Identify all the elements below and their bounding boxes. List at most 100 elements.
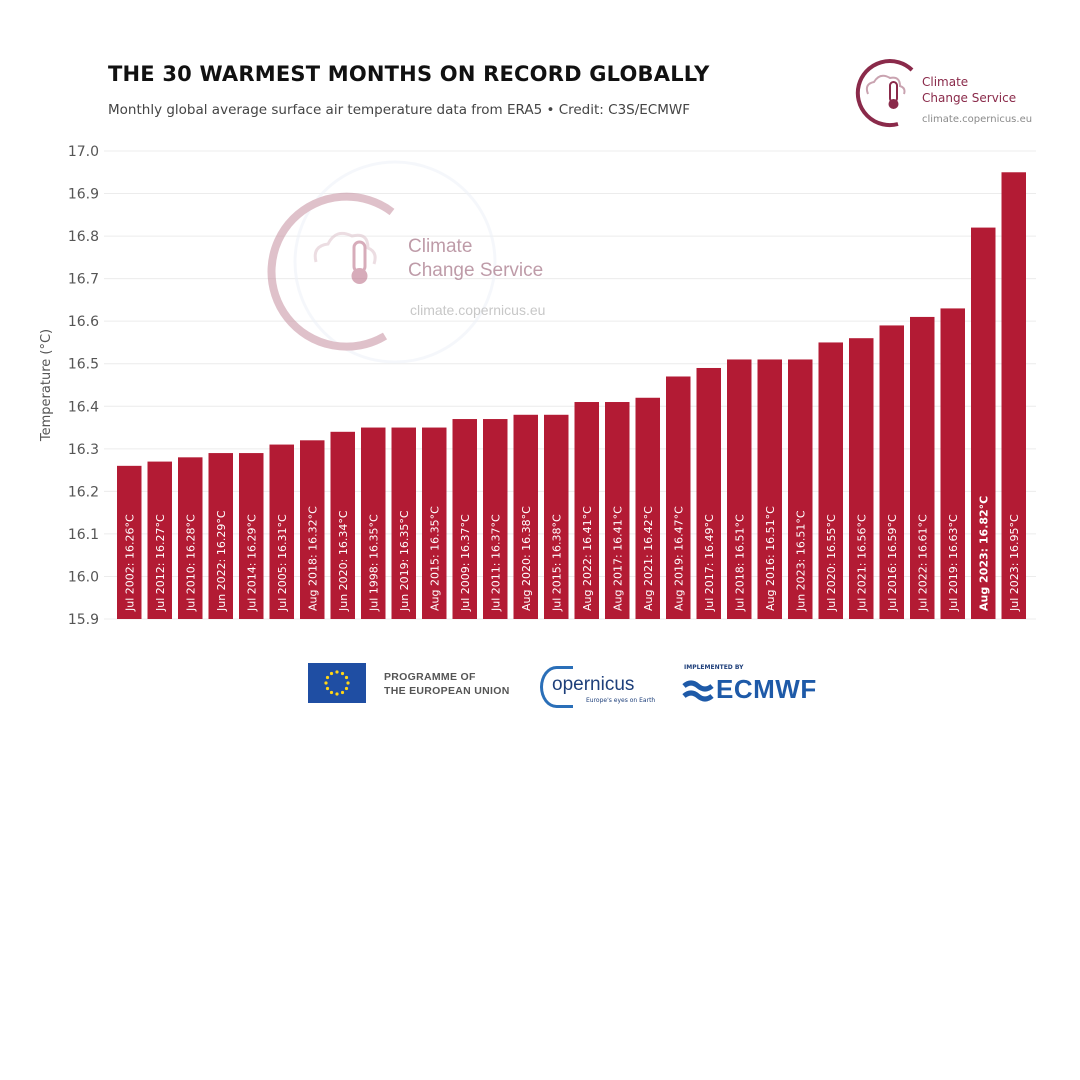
- bar: [818, 342, 843, 619]
- watermark: Climate Change Service climate.copernicu…: [267, 160, 545, 364]
- bar-chart: Climate Change Service climate.copernicu…: [39, 144, 1036, 628]
- bar: [452, 419, 477, 619]
- copernicus-tagline: Europe's eyes on Earth: [586, 697, 656, 704]
- y-tick-label: 16.0: [68, 569, 99, 585]
- eu-line2: THE EUROPEAN UNION: [384, 685, 510, 697]
- bar-label: Jun 2023: 16.51°C: [794, 510, 807, 612]
- bar-label: Jul 2017: 16.49°C: [703, 514, 716, 612]
- watermark-ring: [293, 160, 497, 364]
- bar-label: Jul 2010: 16.28°C: [184, 514, 197, 612]
- bar-label: Jul 2014: 16.29°C: [245, 514, 258, 612]
- thermometer-cloud-icon: [855, 59, 914, 128]
- bar-label: Jul 2012: 16.27°C: [154, 514, 167, 612]
- bar: [757, 359, 782, 619]
- y-tick-label: 16.7: [68, 272, 99, 288]
- bar: [605, 402, 630, 619]
- bar-label: Jul 2019: 16.63°C: [947, 514, 960, 612]
- y-tick-label: 16.8: [68, 229, 99, 245]
- bar: [1001, 172, 1026, 620]
- bars: [117, 172, 1026, 620]
- chart-subtitle: Monthly global average surface air tempe…: [108, 102, 690, 118]
- y-tick-label: 17.0: [68, 144, 99, 160]
- bar: [422, 427, 447, 619]
- ecmwf-logo: IMPLEMENTED BY ECMWF: [682, 664, 852, 708]
- bar-label: Aug 2020: 16.38°C: [520, 506, 533, 611]
- bar: [208, 453, 233, 619]
- watermark-cloud-icon: [313, 231, 377, 265]
- copernicus-logo: opernicus Europe's eyes on Earth: [540, 660, 670, 710]
- ecmwf-wordmark: ECMWF: [716, 674, 817, 704]
- bar: [971, 227, 996, 619]
- footer-logos: PROGRAMME OF THE EUROPEAN UNION opernicu…: [308, 660, 848, 710]
- bar: [391, 427, 416, 619]
- bar-label: Aug 2019: 16.47°C: [672, 506, 685, 611]
- bar-label: Jul 2011: 16.37°C: [489, 514, 502, 612]
- bar: [513, 414, 538, 619]
- bar: [544, 414, 569, 619]
- watermark-name-line2: Change Service: [408, 260, 543, 281]
- copernicus-wordmark: opernicus: [552, 674, 635, 695]
- brand-name: Climate Change Service: [922, 74, 1042, 106]
- climate-change-service-logo: Climate Change Service climate.copernicu…: [850, 56, 1050, 131]
- eu-line1: PROGRAMME OF: [384, 671, 476, 683]
- watermark-thermometer-icon: [352, 240, 367, 274]
- bar-label: Jul 2021: 16.56°C: [855, 514, 868, 612]
- bar: [910, 316, 935, 619]
- y-axis-label: Temperature (°C): [39, 329, 54, 442]
- bar-label: Jul 2009: 16.37°C: [459, 514, 472, 612]
- bar: [117, 465, 142, 619]
- chart-header: THE 30 WARMEST MONTHS ON RECORD GLOBALLY…: [108, 62, 828, 118]
- y-tick-label: 16.2: [68, 484, 99, 500]
- eu-programme-text: PROGRAMME OF THE EUROPEAN UNION: [384, 670, 534, 698]
- bar: [147, 461, 172, 619]
- bar-label: Jul 2002: 16.26°C: [123, 514, 136, 612]
- bar-label: Jul 2020: 16.55°C: [825, 514, 838, 612]
- bar-label: Aug 2017: 16.41°C: [611, 506, 624, 611]
- bar-label: Jun 2019: 16.35°C: [398, 510, 411, 612]
- bar-labels: Jul 2002: 16.26°C Jul 2012: 16.27°C Jul 20…: [123, 496, 1021, 612]
- bar: [788, 359, 813, 619]
- bar: [269, 444, 294, 619]
- y-tick-label: 15.9: [68, 612, 99, 628]
- y-tick-label: 16.4: [68, 399, 99, 415]
- y-tick-label: 16.5: [68, 357, 99, 373]
- bar-label: Aug 2021: 16.42°C: [642, 506, 655, 611]
- bar: [727, 359, 752, 619]
- chart-title: THE 30 WARMEST MONTHS ON RECORD GLOBALLY: [108, 62, 710, 86]
- bar-label: Jun 2022: 16.29°C: [215, 510, 228, 612]
- bar: [696, 367, 721, 619]
- bar: [330, 431, 355, 619]
- bar: [666, 376, 691, 619]
- y-tick-label: 16.1: [68, 527, 99, 543]
- watermark-url: climate.copernicus.eu: [410, 302, 545, 318]
- bar: [940, 308, 965, 619]
- ecmwf-implemented-by: IMPLEMENTED BY: [684, 664, 744, 671]
- eu-flag-icon: [308, 663, 366, 703]
- y-tick-label: 16.9: [68, 187, 99, 203]
- brand-name-line2: Change Service: [922, 91, 1017, 105]
- brand-name-line1: Climate: [922, 75, 969, 89]
- bar-label: Jul 2018: 16.51°C: [733, 514, 746, 612]
- copernicus-arc-icon: [540, 666, 573, 708]
- brand-url: climate.copernicus.eu: [922, 114, 1033, 125]
- bar: [178, 457, 203, 619]
- bar-label: Jun 2020: 16.34°C: [337, 510, 350, 612]
- bar-label: Aug 2023: 16.82°C: [977, 496, 990, 611]
- bar: [361, 427, 386, 619]
- bar-label: Jul 2015: 16.38°C: [550, 514, 563, 612]
- bar: [300, 440, 325, 619]
- bar: [879, 325, 904, 619]
- bar-label: Jul 2023: 16.95°C: [1008, 514, 1021, 612]
- bar-label: Jul 2022: 16.61°C: [916, 514, 929, 612]
- bar: [849, 338, 874, 619]
- bar-label: Aug 2018: 16.32°C: [306, 506, 319, 611]
- bar: [239, 453, 264, 619]
- bar: [635, 397, 660, 619]
- bar-label: Jul 1998: 16.35°C: [367, 514, 380, 612]
- ecmwf-wave-icon: [682, 680, 714, 702]
- bar-label: Aug 2016: 16.51°C: [764, 506, 777, 611]
- watermark-arc: [267, 192, 395, 351]
- bar-label: Jul 2016: 16.59°C: [886, 514, 899, 612]
- bar: [574, 402, 599, 619]
- y-tick-label: 16.3: [68, 442, 99, 458]
